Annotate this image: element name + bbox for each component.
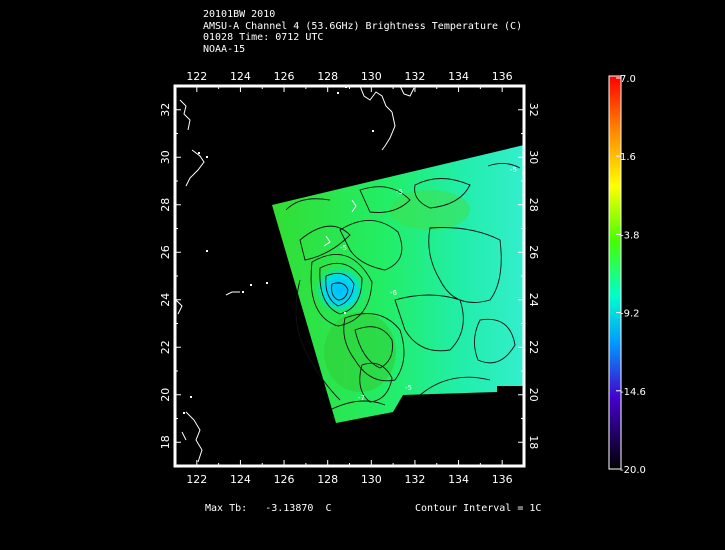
lat-tick-label: 18: [159, 435, 172, 449]
colorbar: [608, 75, 622, 470]
lat-tick-label: 22: [527, 340, 540, 354]
lon-tick-label: 126: [274, 473, 295, 486]
lon-labels-bottom: 122 124 126 128 130 132 134 136: [186, 473, 512, 486]
swath-field: [272, 145, 524, 423]
lat-tick-label: 30: [159, 150, 172, 164]
lon-tick-label: 130: [361, 70, 382, 83]
islands: [183, 86, 374, 414]
lon-labels-top: 122 124 126 128 130 132 134 136: [186, 70, 512, 83]
lat-labels-right: 18 20 22 24 26 28 30 32: [527, 103, 540, 450]
lat-tick-label: 22: [159, 340, 172, 354]
lon-tick-label: 134: [448, 70, 469, 83]
lat-tick-label: 24: [527, 293, 540, 307]
chart-header: 20101BW 2010 AMSU-A Channel 4 (53.6GHz) …: [203, 9, 522, 55]
lon-tick-label: 124: [230, 70, 251, 83]
lat-tick-label: 32: [527, 103, 540, 117]
satellite-name: NOAA-15: [203, 43, 246, 55]
lat-tick-label: 30: [527, 150, 540, 164]
lat-tick-label: 18: [527, 435, 540, 449]
contour-label: -5: [405, 384, 412, 392]
coastlines: [175, 86, 415, 463]
colorbar-label: -20.0: [620, 465, 646, 476]
colorbar-labels: 7.0 1.6 -3.8 -9.2 -14.6 -20.0: [616, 74, 646, 476]
lon-tick-label: 132: [404, 70, 425, 83]
lon-tick-label: 122: [186, 473, 207, 486]
max-label: Max Tb:: [205, 503, 248, 514]
pass-time: 01028 Time: 0712 UTC: [203, 32, 324, 43]
lon-tick-label: 130: [361, 473, 382, 486]
max-tb: Max Tb: -3.13870 C: [205, 503, 331, 514]
colorbar-label: -14.6: [620, 387, 646, 398]
lon-tick-label: 122: [186, 70, 207, 83]
swath-layer: -5 -5 -5 -5 -6 -7: [175, 86, 524, 463]
lon-tick-label: 136: [492, 473, 513, 486]
chart-title: AMSU-A Channel 4 (53.6GHz) Brightness Te…: [203, 20, 523, 32]
lat-tick-label: 26: [159, 245, 172, 259]
lat-tick-label: 24: [159, 293, 172, 307]
contour-label: -6: [390, 289, 398, 297]
lon-tick-label: 128: [317, 70, 338, 83]
contour-interval: Contour Interval = 1C: [415, 503, 542, 514]
contour-lines: [285, 163, 521, 411]
lon-tick-label: 128: [317, 473, 338, 486]
max-unit: C: [325, 503, 332, 514]
storm-id: 20101BW 2010: [203, 9, 276, 20]
tick-marks: [174, 85, 525, 467]
contour-label: -5: [510, 166, 517, 174]
lat-tick-label: 32: [159, 103, 172, 117]
contour-label: -5: [396, 188, 403, 196]
colorbar-label: -3.8: [620, 230, 640, 241]
lat-tick-label: 20: [159, 388, 172, 402]
contour-label: -5: [340, 244, 347, 252]
lon-tick-label: 124: [230, 473, 251, 486]
contour-labels: -5 -5 -5 -5 -6 -7: [340, 166, 517, 402]
colorbar-label: 7.0: [620, 74, 636, 85]
max-value: -3.13870: [265, 503, 314, 514]
lon-tick-label: 132: [404, 473, 425, 486]
lat-tick-label: 20: [527, 388, 540, 402]
lon-tick-label: 134: [448, 473, 469, 486]
lat-labels-left: 18 20 22 24 26 28 30 32: [159, 103, 172, 450]
lon-tick-label: 136: [492, 70, 513, 83]
lat-tick-label: 28: [159, 198, 172, 212]
colorbar-label: 1.6: [620, 152, 636, 163]
lat-tick-label: 26: [527, 245, 540, 259]
contour-label: -7: [358, 394, 365, 402]
lon-tick-label: 126: [274, 70, 295, 83]
cold-spot: [314, 266, 366, 314]
lat-tick-label: 28: [527, 198, 540, 212]
colorbar-label: -9.2: [620, 309, 640, 320]
